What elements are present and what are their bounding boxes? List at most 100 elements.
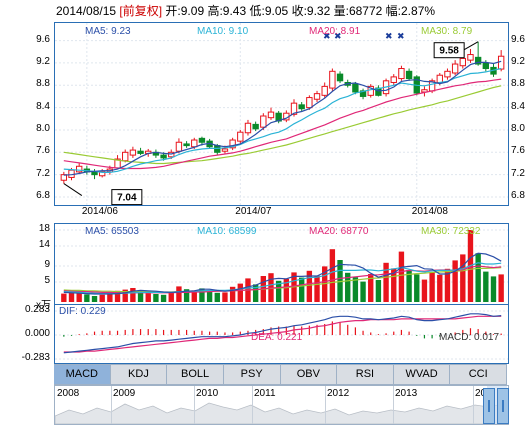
candle-body <box>306 97 313 109</box>
candle-body <box>122 151 129 162</box>
candle-body <box>267 111 275 119</box>
price-ma10-legend: MA10: 9.10 <box>197 26 249 37</box>
dif-legend: DIF: 0.229 <box>59 306 106 317</box>
candle-body <box>198 137 206 143</box>
volume-bar <box>160 294 167 302</box>
event-star-icon: ✖ <box>323 32 331 42</box>
price-y-tick-left-0: 9.6 <box>36 33 50 45</box>
tab-psy[interactable]: PSY <box>224 365 281 384</box>
price-y-tick-right-1: 9.2 <box>511 55 525 67</box>
price-y-tick-left-3: 8.4 <box>36 100 50 112</box>
price-y-tick-left-6: 7.2 <box>36 167 50 179</box>
candle-body <box>160 154 167 159</box>
macd-y-tick-2: -0.283 <box>21 352 50 363</box>
range-handle-left[interactable] <box>483 388 495 424</box>
year-label-3[interactable]: 2011 <box>254 388 276 399</box>
macd-chart <box>55 310 508 360</box>
volume-y-tick-2: 9 <box>44 259 50 270</box>
volume-bar <box>145 293 151 302</box>
high-label: 9.58 <box>439 46 459 57</box>
volume-bar <box>368 274 374 302</box>
year-label-2[interactable]: 2010 <box>196 388 219 399</box>
volume-bar <box>444 268 451 302</box>
year-divider <box>111 386 112 424</box>
tab-macd[interactable]: MACD <box>54 365 111 384</box>
price-ma30-legend: MA30: 8.79 <box>421 26 473 37</box>
candle-body <box>175 141 183 152</box>
volume-bar <box>176 286 182 302</box>
volume-bar <box>76 293 82 302</box>
volume-bar <box>360 281 366 302</box>
volume-bar <box>375 280 382 302</box>
volume-bar <box>137 291 144 302</box>
candle-body <box>221 148 229 152</box>
history-area <box>55 399 508 424</box>
macd-legend: MACD: 0.017 <box>439 332 500 343</box>
candle-body <box>398 68 405 80</box>
event-star-icon: ✖ <box>397 32 405 42</box>
tab-obv[interactable]: OBV <box>281 365 338 384</box>
volume-bar <box>275 280 282 302</box>
year-divider <box>252 386 253 424</box>
adjust-mode-link[interactable]: [前复权] <box>119 4 163 18</box>
price-y-tick-left-2: 8.8 <box>36 78 50 90</box>
change-pct: 幅:2.87% <box>385 4 436 18</box>
volume-bar <box>345 272 351 302</box>
price-x-tick-1: 2014/07 <box>235 206 272 217</box>
macd-y-tick-0: 0.283 <box>24 304 50 315</box>
year-divider <box>194 386 195 424</box>
volume-bar <box>298 277 305 302</box>
volume-bar <box>130 288 136 302</box>
vol-ma10-legend: MA10: 68599 <box>197 226 257 237</box>
vol-ma5-legend: MA5: 65503 <box>85 226 139 237</box>
tab-rsi[interactable]: RSI <box>337 365 394 384</box>
volume-y-tick-3: 5 <box>44 275 50 286</box>
volume-bar <box>168 292 174 302</box>
quote-date: 2014/08/15 <box>56 4 117 18</box>
event-star-icon: ✖ <box>385 32 393 42</box>
candle-body <box>451 63 459 74</box>
dea-line <box>63 315 502 353</box>
volume-bar <box>414 274 420 302</box>
open-price: 开:9.09 <box>165 4 205 18</box>
volume-bar <box>183 289 190 302</box>
volume-bar <box>429 272 435 302</box>
volume-bar <box>84 294 90 302</box>
tab-cci[interactable]: CCI <box>450 365 507 384</box>
candle-body <box>191 139 198 148</box>
tab-kdj[interactable]: KDJ <box>111 365 168 384</box>
volume-bar <box>391 268 397 302</box>
candle-body <box>298 104 305 110</box>
candle-body <box>237 131 244 142</box>
range-handle-right[interactable] <box>497 388 509 424</box>
candle-body <box>91 171 98 176</box>
price-y-tick-left-7: 6.8 <box>36 190 50 201</box>
low-pointer <box>63 183 83 197</box>
volume-bar <box>99 294 105 302</box>
dea-legend: DEA: 0.221 <box>251 332 303 343</box>
candle-body <box>497 55 505 70</box>
candle-body <box>290 102 298 115</box>
tab-wvad[interactable]: WVAD <box>394 365 451 384</box>
low-price: 低:9.05 <box>249 4 289 18</box>
candle-body <box>75 165 83 173</box>
year-label-4[interactable]: 2012 <box>327 388 350 399</box>
year-label-5[interactable]: 2013 <box>395 388 418 399</box>
candle-body <box>436 74 443 83</box>
candle-body <box>459 57 466 67</box>
volume-bar <box>498 274 504 302</box>
candle-body <box>183 143 190 147</box>
price-y-tick-right-2: 8.8 <box>511 78 525 90</box>
year-label-1[interactable]: 2009 <box>113 388 136 399</box>
tab-boll[interactable]: BOLL <box>167 365 224 384</box>
price-ma20-legend: MA20: 8.91 <box>309 26 361 37</box>
event-star-icon: ✖ <box>334 32 342 42</box>
volume-bar <box>107 292 113 302</box>
macd-panel: DIF: 0.229 DEA: 0.221 MACD: 0.017 <box>54 304 509 364</box>
vol-ma20-legend: MA20: 68770 <box>309 226 369 237</box>
volume-bar <box>252 284 259 302</box>
year-navigator[interactable]: 200820092010201120122013201 <box>54 385 509 425</box>
high-price: 高:9.43 <box>207 4 247 18</box>
volume-bar <box>68 292 75 302</box>
year-label-0[interactable]: 2008 <box>57 388 80 399</box>
